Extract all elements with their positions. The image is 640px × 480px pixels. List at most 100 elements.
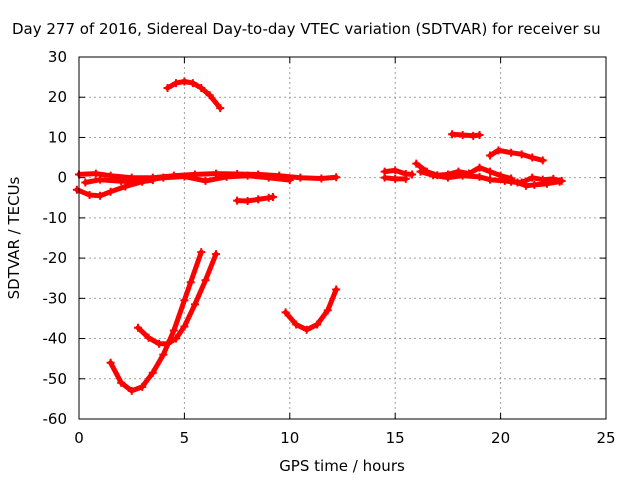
x-tick-label: 5 — [180, 429, 190, 447]
data-point — [159, 350, 168, 359]
y-tick-label: 20 — [48, 88, 67, 106]
data-point — [507, 177, 516, 186]
data-series — [72, 77, 566, 395]
data-point — [517, 150, 526, 159]
data-point — [91, 169, 100, 178]
data-point — [180, 172, 189, 181]
data-point — [538, 156, 547, 165]
data-point — [391, 166, 400, 175]
x-tick-label: 25 — [596, 429, 615, 447]
data-point — [155, 339, 164, 348]
x-tick-label: 10 — [280, 429, 299, 447]
data-point — [458, 131, 467, 140]
data-point — [530, 180, 539, 189]
series-trace-8 — [283, 287, 339, 333]
data-point — [429, 171, 438, 180]
data-point — [212, 169, 221, 178]
data-point — [401, 174, 410, 183]
data-point — [323, 306, 332, 315]
data-point — [264, 173, 273, 182]
data-point — [96, 191, 105, 200]
data-point — [197, 248, 206, 257]
data-point — [144, 333, 153, 342]
data-point — [233, 196, 242, 205]
y-tick-label: 30 — [48, 48, 67, 66]
data-point — [85, 190, 94, 199]
data-point — [285, 176, 294, 185]
data-point — [475, 163, 484, 172]
data-point — [188, 79, 197, 88]
data-point — [159, 173, 168, 182]
y-tick-label: -30 — [43, 289, 68, 307]
data-point — [408, 170, 417, 179]
data-point — [205, 91, 214, 100]
data-point — [186, 278, 195, 287]
data-point — [72, 185, 81, 194]
data-point — [201, 276, 210, 285]
data-point — [538, 175, 547, 184]
data-point — [96, 175, 105, 184]
series-trace-6 — [108, 249, 204, 394]
data-point — [138, 382, 147, 391]
y-tick-label: -10 — [43, 209, 68, 227]
x-axis-label: GPS time / hours — [279, 457, 405, 475]
data-point — [412, 159, 421, 168]
data-point — [475, 172, 484, 181]
data-point — [117, 378, 126, 387]
y-tick-label: 0 — [57, 169, 67, 187]
data-point — [180, 77, 189, 86]
data-point — [138, 176, 147, 185]
data-point — [190, 300, 199, 309]
data-point — [528, 153, 537, 162]
grid-lines — [79, 57, 606, 419]
data-point — [557, 176, 566, 185]
data-point — [169, 326, 178, 335]
data-point — [458, 171, 467, 180]
data-point — [106, 187, 115, 196]
data-point — [281, 308, 290, 317]
data-point — [296, 173, 305, 182]
data-point — [148, 368, 157, 377]
data-point — [486, 175, 495, 184]
data-point — [517, 178, 526, 187]
data-point — [121, 182, 130, 191]
x-tick-label: 0 — [74, 429, 84, 447]
data-point — [380, 173, 389, 182]
data-point — [212, 250, 221, 259]
data-point — [391, 174, 400, 183]
data-point — [313, 320, 322, 329]
y-tick-label: -60 — [43, 410, 68, 428]
x-tick-label: 20 — [491, 429, 510, 447]
data-point — [180, 296, 189, 305]
data-point — [180, 322, 189, 331]
y-axis: -60 -50 -40 -30 -20 -10 0 10 20 30 — [43, 48, 606, 428]
data-point — [127, 386, 136, 395]
data-point — [243, 196, 252, 205]
data-point — [117, 177, 126, 186]
x-axis: 0 5 10 15 20 25 — [74, 57, 616, 447]
data-point — [134, 323, 143, 332]
data-point — [81, 178, 90, 187]
data-point — [494, 146, 503, 155]
data-point — [332, 285, 341, 294]
data-point — [171, 79, 180, 88]
y-tick-label: -50 — [43, 370, 68, 388]
data-point — [332, 173, 341, 182]
data-point — [292, 320, 301, 329]
y-tick-label: -40 — [43, 330, 68, 348]
x-tick-label: 15 — [386, 429, 405, 447]
plot-frame — [78, 56, 607, 420]
data-point — [507, 148, 516, 157]
y-tick-label: 10 — [48, 128, 67, 146]
data-point — [528, 173, 537, 182]
data-point — [549, 174, 558, 183]
data-point — [302, 325, 311, 334]
data-point — [254, 195, 263, 204]
data-point — [443, 173, 452, 182]
data-point — [222, 172, 231, 181]
data-point — [416, 167, 425, 176]
y-tick-label: -20 — [43, 249, 68, 267]
data-point — [317, 174, 326, 183]
chart-title: Day 277 of 2016, Sidereal Day-to-day VTE… — [12, 20, 601, 38]
